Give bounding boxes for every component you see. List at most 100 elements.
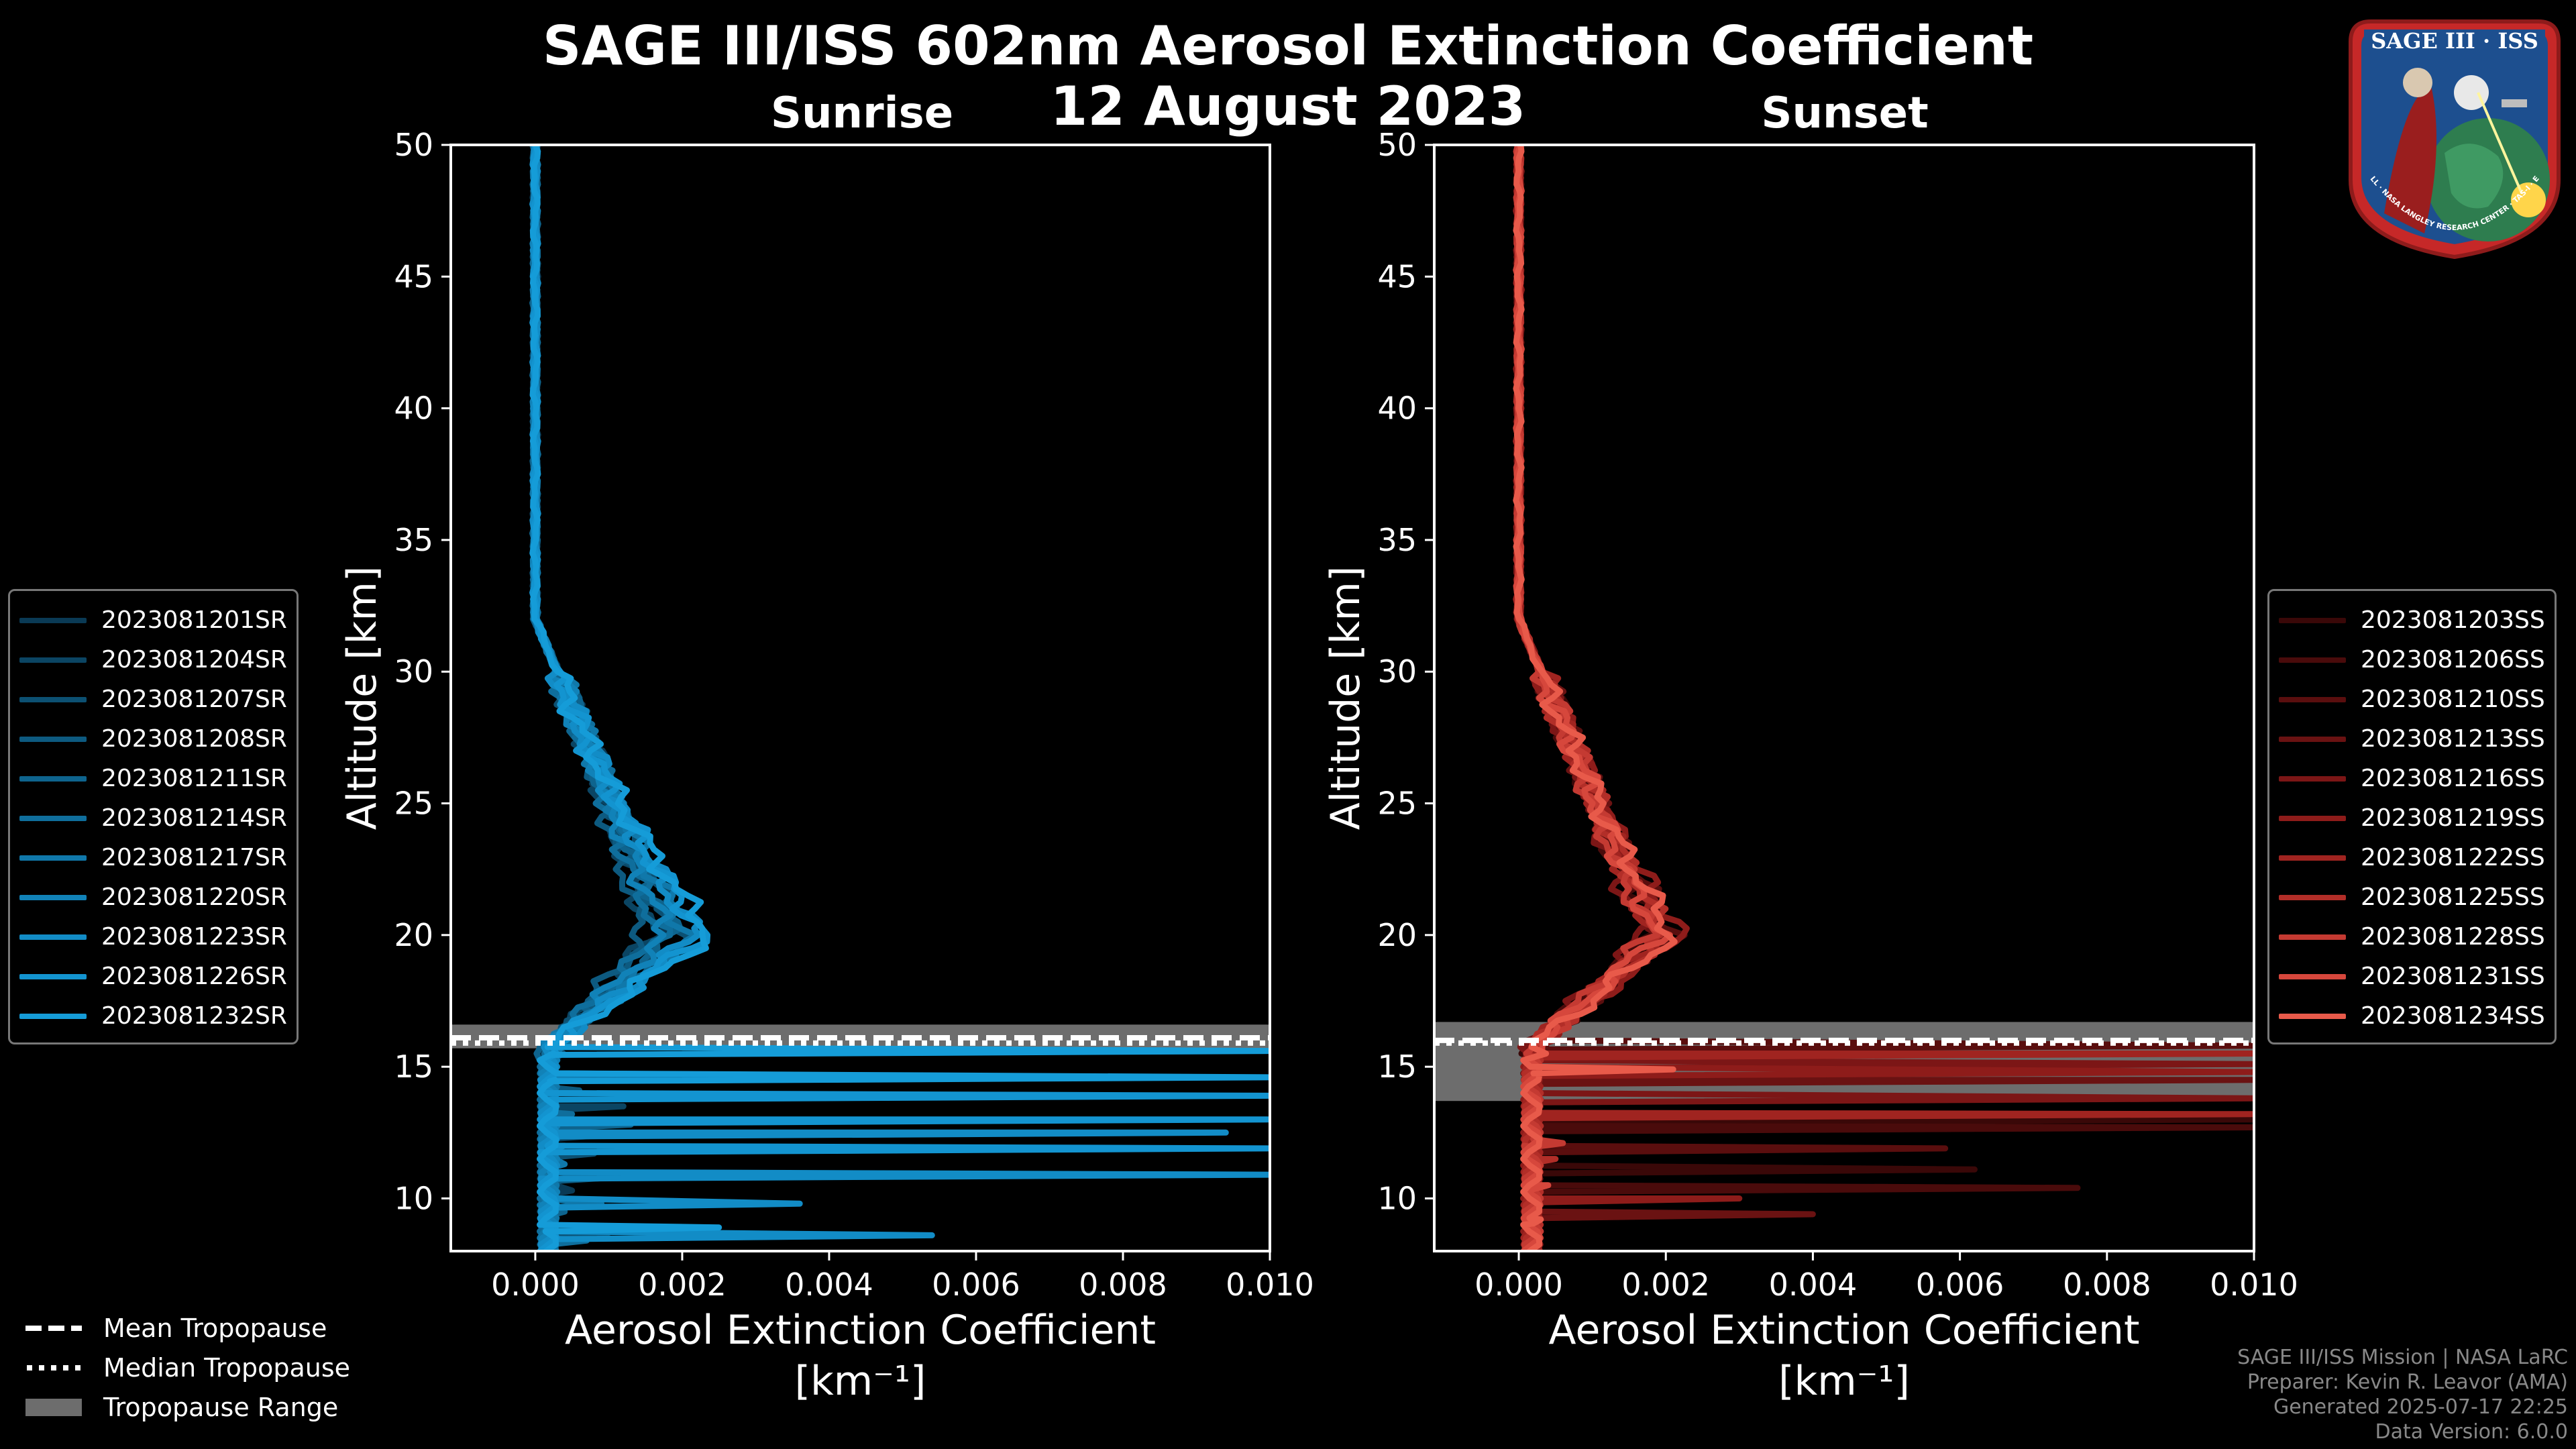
legend-mean-tropopause: Mean Tropopause xyxy=(25,1308,350,1348)
legend-item: 2023081216SS xyxy=(2279,759,2545,798)
legend-label: 2023081217SR xyxy=(101,844,287,871)
legend-item: 2023081213SS xyxy=(2279,719,2545,759)
legend-label: 2023081207SR xyxy=(101,686,287,713)
plot-frame xyxy=(1433,144,2255,1252)
legend-label: Median Tropopause xyxy=(103,1352,350,1383)
legend-label: 2023081210SS xyxy=(2361,686,2545,713)
y-tick-label: 35 xyxy=(394,522,433,558)
plot-area xyxy=(451,145,1270,1251)
legend-swatch xyxy=(2279,775,2346,782)
legend-label: 2023081228SS xyxy=(2361,923,2545,951)
legend-item: 2023081214SR xyxy=(19,798,287,838)
y-tick-label: 50 xyxy=(394,127,433,163)
plot-area xyxy=(1434,145,2254,1251)
profile-line-2023081232SR xyxy=(529,145,1270,1251)
legend-swatch xyxy=(2279,934,2346,940)
legend-item: 2023081220SR xyxy=(19,877,287,917)
x-axis-label: Aerosol Extinction Coefficient xyxy=(565,1307,1156,1354)
y-axis-label: Altitude [km] xyxy=(1322,566,1369,830)
legend-tropopause-range: Tropopause Range xyxy=(25,1387,350,1427)
sunrise-title: Sunrise xyxy=(770,89,954,138)
legend-swatch xyxy=(2279,1013,2346,1019)
sunset-panel: 0.000 0.002 0.004 0.006 0.008 0.010 10 15 20 25 30… xyxy=(1322,127,2298,1405)
profile-line-2023081223SR xyxy=(529,145,1270,1251)
footer-line: Preparer: Kevin R. Leavor (AMA) xyxy=(2247,1371,2568,1394)
x-axis-units: [km⁻¹] xyxy=(795,1358,926,1405)
x-tick-label: 0.006 xyxy=(1916,1267,2004,1303)
legend-swatch xyxy=(19,934,87,940)
y-tick-label: 25 xyxy=(1377,786,1417,822)
legend-item: 2023081225SS xyxy=(2279,877,2545,917)
x-tick-label: 0.000 xyxy=(491,1267,580,1303)
legend-swatch xyxy=(19,855,87,861)
footer-credits: SAGE III/ISS Mission | NASA LaRC Prepare… xyxy=(2237,1345,2568,1444)
legend-label: 2023081220SR xyxy=(101,883,287,911)
chart-title: SAGE III/ISS 602nm Aerosol Extinction Co… xyxy=(542,15,2034,77)
legend-median-tropopause: Median Tropopause xyxy=(25,1348,350,1387)
y-tick-label: 25 xyxy=(394,786,433,822)
legend-item: 2023081234SS xyxy=(2279,996,2545,1036)
legend-label: 2023081231SS xyxy=(2361,963,2545,990)
legend-swatch xyxy=(2279,696,2346,702)
legend-swatch xyxy=(19,696,87,702)
legend-item: 2023081207SR xyxy=(19,680,287,719)
x-axis-units: [km⁻¹] xyxy=(1778,1358,1910,1405)
legend-swatch xyxy=(19,973,87,979)
logo-text: SAGE III · ISS xyxy=(2371,28,2538,54)
legend-label: 2023081222SS xyxy=(2361,844,2545,871)
chart-date: 12 August 2023 xyxy=(1050,75,1526,138)
range-band-icon xyxy=(25,1398,82,1416)
legend-label: 2023081211SR xyxy=(101,765,287,792)
x-tick-label: 0.008 xyxy=(1079,1267,1167,1303)
profile-line-2023081234SS xyxy=(1513,145,1678,1251)
legend-label: 2023081206SS xyxy=(2361,646,2545,674)
legend-swatch xyxy=(19,775,87,782)
footer-line: Generated 2025-07-17 22:25 xyxy=(2273,1395,2568,1419)
legend-item: 2023081231SS xyxy=(2279,957,2545,996)
legend-label: Mean Tropopause xyxy=(103,1313,327,1343)
legend-swatch xyxy=(2279,815,2346,821)
tropopause-legend: Mean Tropopause Median Tropopause Tropop… xyxy=(25,1308,350,1427)
dashed-line-icon xyxy=(25,1325,82,1331)
legend-label: 2023081214SR xyxy=(101,804,287,832)
sunrise-panel: 0.000 0.002 0.004 0.006 0.008 0.010 10 15 20 25 30… xyxy=(339,127,1314,1405)
legend-label: Tropopause Range xyxy=(103,1392,339,1422)
legend-label: 2023081225SS xyxy=(2361,883,2545,911)
footer-line: SAGE III/ISS Mission | NASA LaRC xyxy=(2237,1346,2568,1369)
y-tick-label: 35 xyxy=(1377,522,1417,558)
y-axis-label: Altitude [km] xyxy=(339,566,386,830)
legend-item: 2023081222SS xyxy=(2279,838,2545,877)
y-tick-label: 20 xyxy=(1377,917,1417,953)
y-tick-label: 40 xyxy=(1377,390,1417,427)
y-tick-label: 50 xyxy=(1377,127,1417,163)
x-axis-label: Aerosol Extinction Coefficient xyxy=(1549,1307,2140,1354)
legend-label: 2023081201SR xyxy=(101,606,287,634)
legend-item: 2023081206SS xyxy=(2279,640,2545,680)
y-tick-label: 10 xyxy=(394,1180,433,1216)
y-tick-label: 15 xyxy=(394,1049,433,1085)
y-tick-label: 20 xyxy=(394,917,433,953)
legend-item: 2023081201SR xyxy=(19,600,287,640)
dotted-line-icon xyxy=(27,1364,82,1371)
profile-line-2023081226SR xyxy=(529,145,1270,1251)
legend-item: 2023081217SR xyxy=(19,838,287,877)
legend-item: 2023081211SR xyxy=(19,759,287,798)
x-tick-label: 0.004 xyxy=(1769,1267,1858,1303)
footer-line: Data Version: 6.0.0 xyxy=(2375,1420,2568,1444)
legend-item: 2023081210SS xyxy=(2279,680,2545,719)
plot-frame xyxy=(449,144,1271,1252)
legend-swatch xyxy=(19,736,87,742)
x-tick-label: 0.010 xyxy=(1226,1267,1314,1303)
legend-swatch xyxy=(19,815,87,821)
sunset-legend: 2023081203SS 2023081206SS 2023081210SS 2023… xyxy=(2267,589,2557,1044)
legend-swatch xyxy=(19,657,87,663)
sage-iii-iss-logo: SAGE III · ISS BALL · NASA LANGLEY RESEA… xyxy=(2344,12,2561,260)
legend-item: 2023081223SR xyxy=(19,917,287,957)
legend-item: 2023081208SR xyxy=(19,719,287,759)
legend-item: 2023081226SR xyxy=(19,957,287,996)
legend-label: 2023081208SR xyxy=(101,725,287,753)
legend-label: 2023081234SS xyxy=(2361,1002,2545,1030)
legend-swatch xyxy=(2279,736,2346,742)
legend-swatch xyxy=(2279,973,2346,979)
